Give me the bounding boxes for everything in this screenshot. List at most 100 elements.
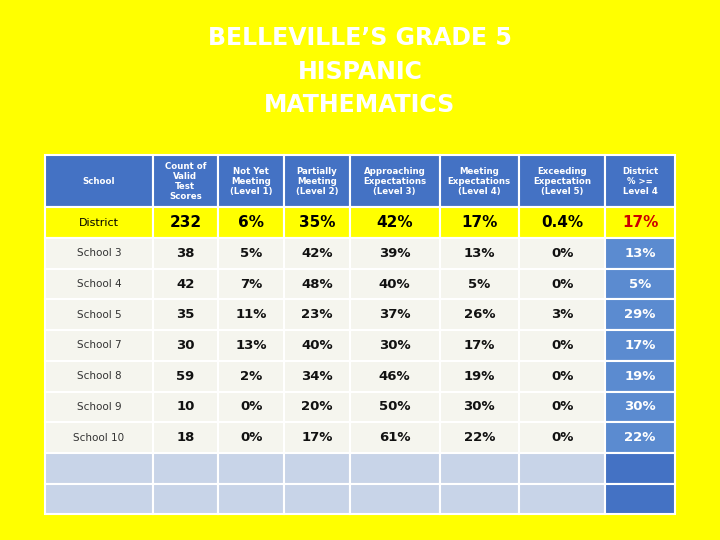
- Text: 61%: 61%: [379, 431, 410, 444]
- Text: 59: 59: [176, 370, 194, 383]
- FancyBboxPatch shape: [439, 330, 519, 361]
- FancyBboxPatch shape: [439, 156, 519, 207]
- FancyBboxPatch shape: [439, 422, 519, 453]
- Text: 5%: 5%: [629, 278, 651, 291]
- FancyBboxPatch shape: [519, 483, 606, 514]
- FancyBboxPatch shape: [218, 392, 284, 422]
- Text: 0%: 0%: [551, 339, 573, 352]
- Text: 0.4%: 0.4%: [541, 215, 583, 230]
- FancyBboxPatch shape: [439, 483, 519, 514]
- FancyBboxPatch shape: [218, 238, 284, 269]
- FancyBboxPatch shape: [153, 453, 218, 483]
- FancyBboxPatch shape: [439, 207, 519, 238]
- Text: 42%: 42%: [301, 247, 333, 260]
- Text: School 7: School 7: [76, 341, 121, 350]
- FancyBboxPatch shape: [519, 361, 606, 392]
- Text: 0%: 0%: [551, 370, 573, 383]
- Text: Exceeding
Expectation
(Level 5): Exceeding Expectation (Level 5): [534, 167, 591, 196]
- FancyBboxPatch shape: [606, 300, 675, 330]
- Text: School 10: School 10: [73, 433, 125, 442]
- FancyBboxPatch shape: [519, 453, 606, 483]
- Text: 20%: 20%: [301, 400, 333, 413]
- FancyBboxPatch shape: [350, 453, 439, 483]
- FancyBboxPatch shape: [606, 330, 675, 361]
- Text: School 5: School 5: [76, 310, 121, 320]
- Text: 38: 38: [176, 247, 194, 260]
- FancyBboxPatch shape: [218, 483, 284, 514]
- Text: 34%: 34%: [301, 370, 333, 383]
- Text: 10: 10: [176, 400, 194, 413]
- FancyBboxPatch shape: [606, 207, 675, 238]
- Text: 0%: 0%: [551, 247, 573, 260]
- Text: 46%: 46%: [379, 370, 410, 383]
- FancyBboxPatch shape: [606, 483, 675, 514]
- Text: 0%: 0%: [551, 400, 573, 413]
- FancyBboxPatch shape: [439, 361, 519, 392]
- Text: 30%: 30%: [624, 400, 656, 413]
- FancyBboxPatch shape: [350, 300, 439, 330]
- Text: 18: 18: [176, 431, 194, 444]
- FancyBboxPatch shape: [284, 156, 350, 207]
- FancyBboxPatch shape: [350, 361, 439, 392]
- FancyBboxPatch shape: [45, 453, 153, 483]
- FancyBboxPatch shape: [606, 422, 675, 453]
- FancyBboxPatch shape: [45, 269, 153, 300]
- Text: 0%: 0%: [551, 278, 573, 291]
- FancyBboxPatch shape: [45, 483, 153, 514]
- FancyBboxPatch shape: [284, 238, 350, 269]
- FancyBboxPatch shape: [284, 269, 350, 300]
- FancyBboxPatch shape: [519, 330, 606, 361]
- Text: 13%: 13%: [624, 247, 656, 260]
- FancyBboxPatch shape: [284, 392, 350, 422]
- FancyBboxPatch shape: [350, 483, 439, 514]
- FancyBboxPatch shape: [284, 207, 350, 238]
- Text: School 4: School 4: [76, 279, 121, 289]
- FancyBboxPatch shape: [439, 269, 519, 300]
- FancyBboxPatch shape: [606, 392, 675, 422]
- FancyBboxPatch shape: [153, 269, 218, 300]
- Text: 19%: 19%: [624, 370, 656, 383]
- FancyBboxPatch shape: [519, 392, 606, 422]
- Text: 232: 232: [169, 215, 202, 230]
- FancyBboxPatch shape: [350, 269, 439, 300]
- FancyBboxPatch shape: [153, 483, 218, 514]
- Text: School 8: School 8: [76, 371, 121, 381]
- FancyBboxPatch shape: [284, 330, 350, 361]
- FancyBboxPatch shape: [606, 238, 675, 269]
- FancyBboxPatch shape: [519, 238, 606, 269]
- Text: School 3: School 3: [76, 248, 121, 259]
- FancyBboxPatch shape: [218, 453, 284, 483]
- Text: 30: 30: [176, 339, 194, 352]
- FancyBboxPatch shape: [350, 238, 439, 269]
- FancyBboxPatch shape: [45, 156, 153, 207]
- FancyBboxPatch shape: [45, 207, 153, 238]
- Text: 26%: 26%: [464, 308, 495, 321]
- Text: 40%: 40%: [301, 339, 333, 352]
- FancyBboxPatch shape: [153, 361, 218, 392]
- Text: Count of
Valid
Test
Scores: Count of Valid Test Scores: [165, 162, 206, 201]
- FancyBboxPatch shape: [519, 156, 606, 207]
- Text: 23%: 23%: [301, 308, 333, 321]
- Text: 48%: 48%: [301, 278, 333, 291]
- Text: 29%: 29%: [624, 308, 656, 321]
- FancyBboxPatch shape: [153, 156, 218, 207]
- Text: 17%: 17%: [461, 215, 498, 230]
- FancyBboxPatch shape: [45, 422, 153, 453]
- FancyBboxPatch shape: [519, 300, 606, 330]
- Text: 13%: 13%: [235, 339, 267, 352]
- Text: Meeting
Expectations
(Level 4): Meeting Expectations (Level 4): [448, 167, 511, 196]
- FancyBboxPatch shape: [153, 422, 218, 453]
- Text: 19%: 19%: [464, 370, 495, 383]
- FancyBboxPatch shape: [153, 300, 218, 330]
- FancyBboxPatch shape: [284, 300, 350, 330]
- FancyBboxPatch shape: [519, 207, 606, 238]
- Text: 40%: 40%: [379, 278, 410, 291]
- FancyBboxPatch shape: [519, 422, 606, 453]
- FancyBboxPatch shape: [153, 330, 218, 361]
- Text: 0%: 0%: [240, 400, 262, 413]
- Text: 22%: 22%: [464, 431, 495, 444]
- Text: Approaching
Expectations
(Level 3): Approaching Expectations (Level 3): [363, 167, 426, 196]
- Text: School 9: School 9: [76, 402, 121, 412]
- Text: 22%: 22%: [624, 431, 656, 444]
- FancyBboxPatch shape: [606, 361, 675, 392]
